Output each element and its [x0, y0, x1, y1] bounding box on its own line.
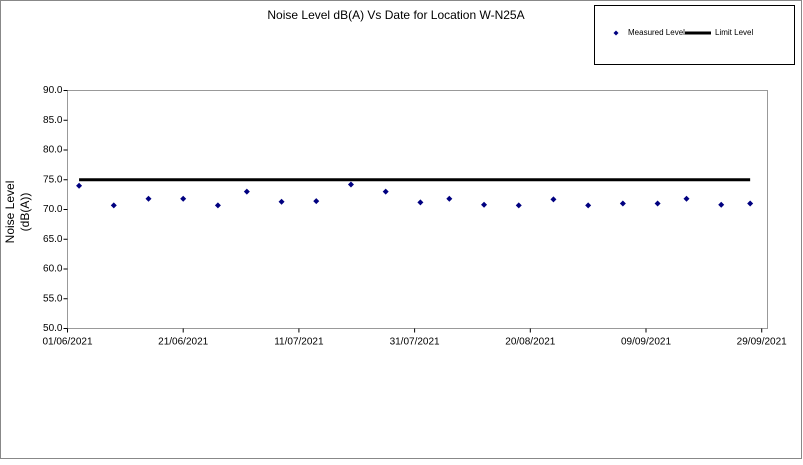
legend-label: Measured Level	[628, 28, 685, 37]
data-point	[214, 202, 221, 209]
x-tick-label: 21/06/2021	[158, 337, 208, 348]
data-point	[515, 202, 522, 209]
chart-title: Noise Level dB(A) Vs Date for Location W…	[267, 8, 524, 22]
data-point	[180, 195, 187, 202]
data-point	[683, 195, 690, 202]
data-point	[76, 182, 83, 189]
data-point	[313, 198, 320, 205]
y-tick-label: 60.0	[43, 264, 63, 275]
data-point	[718, 201, 725, 208]
x-tick-label: 01/06/2021	[42, 337, 92, 348]
legend-box	[594, 5, 795, 65]
y-tick-label: 75.0	[43, 174, 63, 185]
data-point	[550, 196, 557, 203]
y-axis-title: (dB(A))	[18, 193, 32, 232]
x-tick-label: 29/09/2021	[737, 337, 787, 348]
x-tick-label: 11/07/2021	[274, 337, 324, 348]
data-point	[747, 200, 754, 207]
y-tick-label: 70.0	[43, 204, 63, 215]
data-point	[417, 199, 424, 206]
y-axis-title: Noise Level	[3, 181, 17, 244]
legend-swatch	[613, 30, 619, 36]
data-point	[446, 195, 453, 202]
y-tick-label: 90.0	[43, 85, 63, 96]
data-point	[382, 188, 389, 195]
data-point	[243, 188, 250, 195]
data-point	[145, 195, 152, 202]
data-point	[347, 181, 354, 188]
data-point	[481, 201, 488, 208]
y-tick-label: 80.0	[43, 145, 63, 156]
data-point	[654, 200, 661, 207]
x-tick-label: 31/07/2021	[390, 337, 440, 348]
y-tick-label: 50.0	[43, 323, 63, 334]
y-tick-label: 65.0	[43, 234, 63, 245]
plot-area	[67, 90, 768, 329]
data-point	[110, 202, 117, 209]
x-tick-label: 09/09/2021	[621, 337, 671, 348]
y-tick-label: 85.0	[43, 115, 63, 126]
data-point	[619, 200, 626, 207]
x-tick-label: 20/08/2021	[505, 337, 555, 348]
data-point	[585, 202, 592, 209]
legend-label: Limit Level	[715, 28, 753, 37]
data-point	[278, 198, 285, 205]
y-tick-label: 55.0	[43, 293, 63, 304]
